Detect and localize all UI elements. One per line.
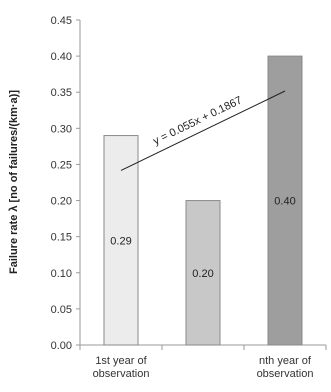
x-category-label: observation [257,368,314,380]
bars: 0.29 0.20 0.40 [103,55,303,346]
y-tick-label: 0.25 [51,159,72,171]
trendline-group: y = 0.055x + 0.1867 [120,90,286,171]
y-axis-title-group: Failure rate λ [no of failures/(km·a)] [8,90,20,274]
data-label: 0.29 [110,235,131,247]
y-tick-label: 0.20 [51,196,72,208]
data-label: 0.40 [274,196,295,208]
x-category-label: 1st year of [95,355,147,367]
y-tick-label: 0.30 [51,123,72,135]
y-axis-ticks: 0.00 0.05 0.10 0.15 0.20 0.25 0.30 0.35 0.40 0.45 [51,15,80,352]
trendline [120,90,286,171]
y-axis-title: Failure rate λ [no of failures/(km·a)] [8,90,20,274]
bar [185,200,221,346]
bar [267,55,303,346]
x-category-label: nth year of [259,355,312,367]
trendline-equation: y = 0.055x + 0.1867 [151,94,244,147]
x-category-label: observation [93,368,150,380]
y-tick-label: 0.10 [51,268,72,280]
y-tick-label: 0.45 [51,15,72,27]
y-tick-label: 0.35 [51,87,72,99]
data-label: 0.20 [192,268,213,280]
y-tick-label: 0.00 [51,340,72,352]
y-tick-label: 0.15 [51,232,72,244]
y-tick-label: 0.05 [51,304,72,316]
y-tick-label: 0.40 [51,51,72,63]
bar [103,135,139,346]
